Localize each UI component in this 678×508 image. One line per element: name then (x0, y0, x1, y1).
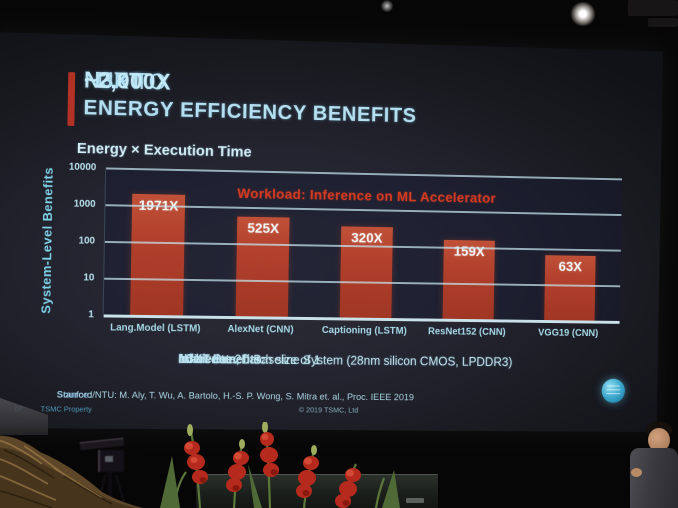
y-tick-label: 10 (83, 272, 95, 284)
bar-ResNet152 (CNN): 159X (442, 239, 495, 320)
plot-area: Workload: Inference on ML Accelerator 19… (102, 167, 622, 324)
x-category-label: VGG19 (CNN) (538, 327, 599, 340)
y-axis-ticks: 10000 1000 100 10 1 (54, 162, 100, 321)
x-category-label: Captioning (LSTM) (321, 325, 407, 337)
ceiling-truss (628, 0, 678, 16)
title-accent-bar (67, 72, 76, 126)
presenter-face (648, 428, 670, 452)
tripod-pole (108, 472, 112, 508)
camera-body (98, 450, 124, 472)
footnote-line2-rest: 16-bit data, batch size of 1 (178, 351, 321, 368)
bar-value-label: 63X (558, 258, 583, 275)
x-category-label: Lang.Model (LSTM) (110, 322, 201, 335)
y-tick-label: 100 (78, 235, 96, 247)
slide-subtitle: Energy × Execution Time (76, 139, 252, 161)
ceiling-truss (648, 18, 678, 27)
camera-rig (76, 430, 140, 508)
source-text: Stanford/NTU: M. Aly, T. Wu, A. Bartolo,… (56, 389, 415, 404)
x-axis-labels: Lang.Model (LSTM) AlexNet (CNN) Captioning… (102, 322, 618, 339)
copyright-label: © 2019 TSMC, Ltd (298, 405, 359, 415)
bar-Lang.Model (LSTM): 1971X (130, 193, 186, 316)
bar-value-label: 320X (351, 229, 383, 246)
bar-Captioning (LSTM): 320X (339, 226, 393, 319)
bar-value-label: 159X (453, 242, 485, 260)
projection-screen: N3XT: UP TO ~2,000X ENERGY EFFICIENCY BE… (0, 32, 663, 432)
slide-title-line2: ENERGY EFFICIENCY BENEFITS (83, 96, 417, 128)
ceiling-light-bright (570, 2, 596, 26)
ceiling-light-dim (380, 0, 394, 12)
presenter (630, 420, 678, 508)
bar-value-label: 525X (247, 219, 280, 237)
y-tick-label: 1 (88, 309, 94, 321)
slide: N3XT: UP TO ~2,000X ENERGY EFFICIENCY BE… (0, 32, 663, 432)
x-category-label: ResNet152 (CNN) (427, 326, 506, 338)
bar-AlexNet (CNN): 525X (235, 216, 290, 317)
audience-hair-silhouette (0, 435, 144, 508)
bar-VGG19 (CNN): 63X (544, 255, 596, 321)
flower-arrangement (160, 422, 400, 508)
y-tick-label: 10000 (68, 161, 97, 174)
presenter-hand (631, 468, 642, 477)
tsmc-logo-icon (601, 378, 626, 403)
x-category-label: AlexNet (CNN) (227, 323, 294, 336)
y-tick-label: 1000 (73, 198, 96, 210)
presenter-shirt (630, 448, 678, 508)
title-emphasis: ~2,000X (83, 66, 172, 95)
